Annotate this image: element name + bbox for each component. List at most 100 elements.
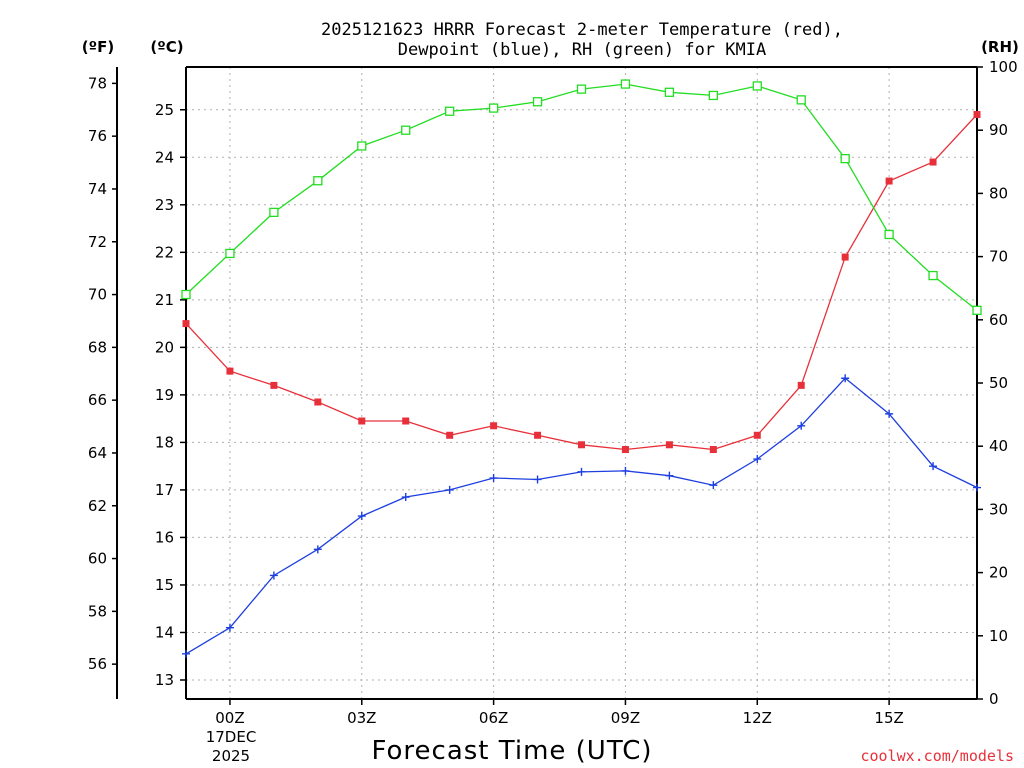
celsius-tick-label: 18 — [155, 433, 174, 451]
temperature-point — [885, 177, 893, 185]
series-group — [181, 79, 982, 658]
dewpoint-point — [841, 374, 850, 383]
temperature-point — [929, 158, 937, 166]
rh-point — [181, 289, 191, 300]
celsius-tick-label: 17 — [155, 481, 174, 499]
rh-point — [752, 81, 762, 91]
dewpoint-point — [357, 512, 366, 521]
temperature-point — [314, 398, 322, 406]
fahrenheit-tick-label: 68 — [88, 338, 107, 356]
x-tick-label: 15Z — [874, 709, 903, 727]
temperature-point — [665, 441, 673, 449]
dewpoint-point — [929, 462, 938, 471]
fahrenheit-tick-label: 76 — [88, 127, 107, 145]
temperature-point — [402, 417, 410, 425]
dewpoint-point — [621, 466, 630, 475]
temperature-point — [490, 422, 498, 430]
x-tick-label: 09Z — [611, 709, 640, 727]
x-tick-label: 03Z — [347, 709, 376, 727]
temperature-point — [841, 253, 849, 261]
rh-point — [445, 106, 455, 116]
dewpoint-point — [313, 545, 322, 554]
series-line-rh — [185, 83, 978, 311]
rh-tick-label: 40 — [989, 437, 1008, 455]
axes — [112, 66, 983, 705]
fahrenheit-tick-label: 66 — [88, 391, 107, 409]
tick-labels: 13 14 15 16 17 18 19 20 21 22 23 24 25 56 58 60 62 64 66 68… — [88, 58, 1018, 727]
rh-tick-label: 10 — [989, 627, 1008, 645]
celsius-tick-label: 13 — [155, 671, 174, 689]
celsius-tick-label: 15 — [155, 576, 174, 594]
rh-point — [269, 207, 279, 218]
chart-title-line1: 2025121623 HRRR Forecast 2-meter Tempera… — [321, 20, 843, 40]
temperature-point — [446, 431, 454, 439]
celsius-tick-label: 25 — [155, 101, 174, 119]
rh-tick-label: 30 — [989, 500, 1008, 518]
temperature-point — [797, 381, 805, 389]
rh-point — [796, 95, 806, 105]
temperature-point — [578, 441, 585, 449]
rh-point — [488, 103, 499, 113]
dewpoint-point — [445, 485, 454, 494]
rh-point — [357, 141, 367, 151]
rh-tick-label: 20 — [989, 564, 1008, 582]
grid-lines — [186, 67, 977, 699]
rh-point — [313, 176, 323, 186]
rh-point — [840, 153, 850, 164]
rh-point — [532, 97, 543, 107]
dewpoint-point — [753, 455, 762, 464]
dewpoint-point — [973, 483, 981, 492]
rh-tick-label: 80 — [989, 184, 1008, 202]
dewpoint-point — [665, 471, 674, 480]
fahrenheit-tick-label: 74 — [88, 180, 107, 198]
x-tick-label: 12Z — [743, 709, 772, 727]
fahrenheit-tick-label: 78 — [88, 74, 107, 92]
rh-point — [225, 248, 235, 259]
temperature-point — [973, 111, 981, 119]
date-label-day: 17DEC — [206, 728, 257, 746]
fahrenheit-tick-label: 62 — [88, 497, 107, 515]
rh-point — [401, 125, 411, 135]
temperature-point — [270, 381, 278, 389]
temperature-point — [226, 367, 234, 375]
fahrenheit-tick-label: 56 — [88, 655, 107, 673]
fahrenheit-tick-label: 58 — [88, 602, 107, 620]
celsius-tick-label: 22 — [155, 243, 174, 261]
rh-point — [576, 84, 587, 94]
celsius-tick-label: 20 — [155, 338, 174, 356]
temperature-point — [182, 320, 190, 328]
rh-tick-label: 60 — [989, 311, 1008, 329]
temperature-point — [358, 417, 366, 425]
temperature-point — [709, 446, 717, 454]
rh-point — [664, 87, 675, 97]
x-tick-label: 06Z — [479, 709, 508, 727]
rh-point — [972, 305, 982, 315]
x-tick-label: 00Z — [215, 709, 244, 727]
watermark: coolwx.com/models — [860, 747, 1014, 765]
dewpoint-point — [709, 481, 718, 490]
rh-point — [928, 270, 938, 281]
dewpoint-point — [401, 493, 410, 502]
fahrenheit-unit-label: (ºF) — [82, 38, 114, 56]
temperature-point — [753, 431, 761, 439]
rh-unit-label: (RH) — [981, 38, 1019, 56]
date-label-year: 2025 — [212, 747, 250, 765]
fahrenheit-tick-label: 70 — [88, 286, 107, 304]
dewpoint-point — [269, 571, 278, 580]
fahrenheit-tick-label: 64 — [88, 444, 107, 462]
series-line-temperature — [185, 114, 978, 451]
series-line-dewpoint — [185, 377, 978, 655]
celsius-tick-label: 21 — [155, 291, 174, 309]
celsius-tick-label: 23 — [155, 196, 174, 214]
dewpoint-point — [489, 474, 498, 483]
dewpoint-point — [225, 623, 234, 632]
celsius-tick-label: 14 — [155, 623, 174, 641]
rh-point — [884, 229, 894, 240]
rh-tick-label: 100 — [989, 58, 1018, 76]
temperature-point — [534, 431, 542, 439]
celsius-unit-label: (ºC) — [150, 38, 183, 56]
rh-tick-label: 70 — [989, 248, 1008, 266]
celsius-tick-label: 16 — [155, 528, 174, 546]
dewpoint-point — [885, 409, 894, 418]
